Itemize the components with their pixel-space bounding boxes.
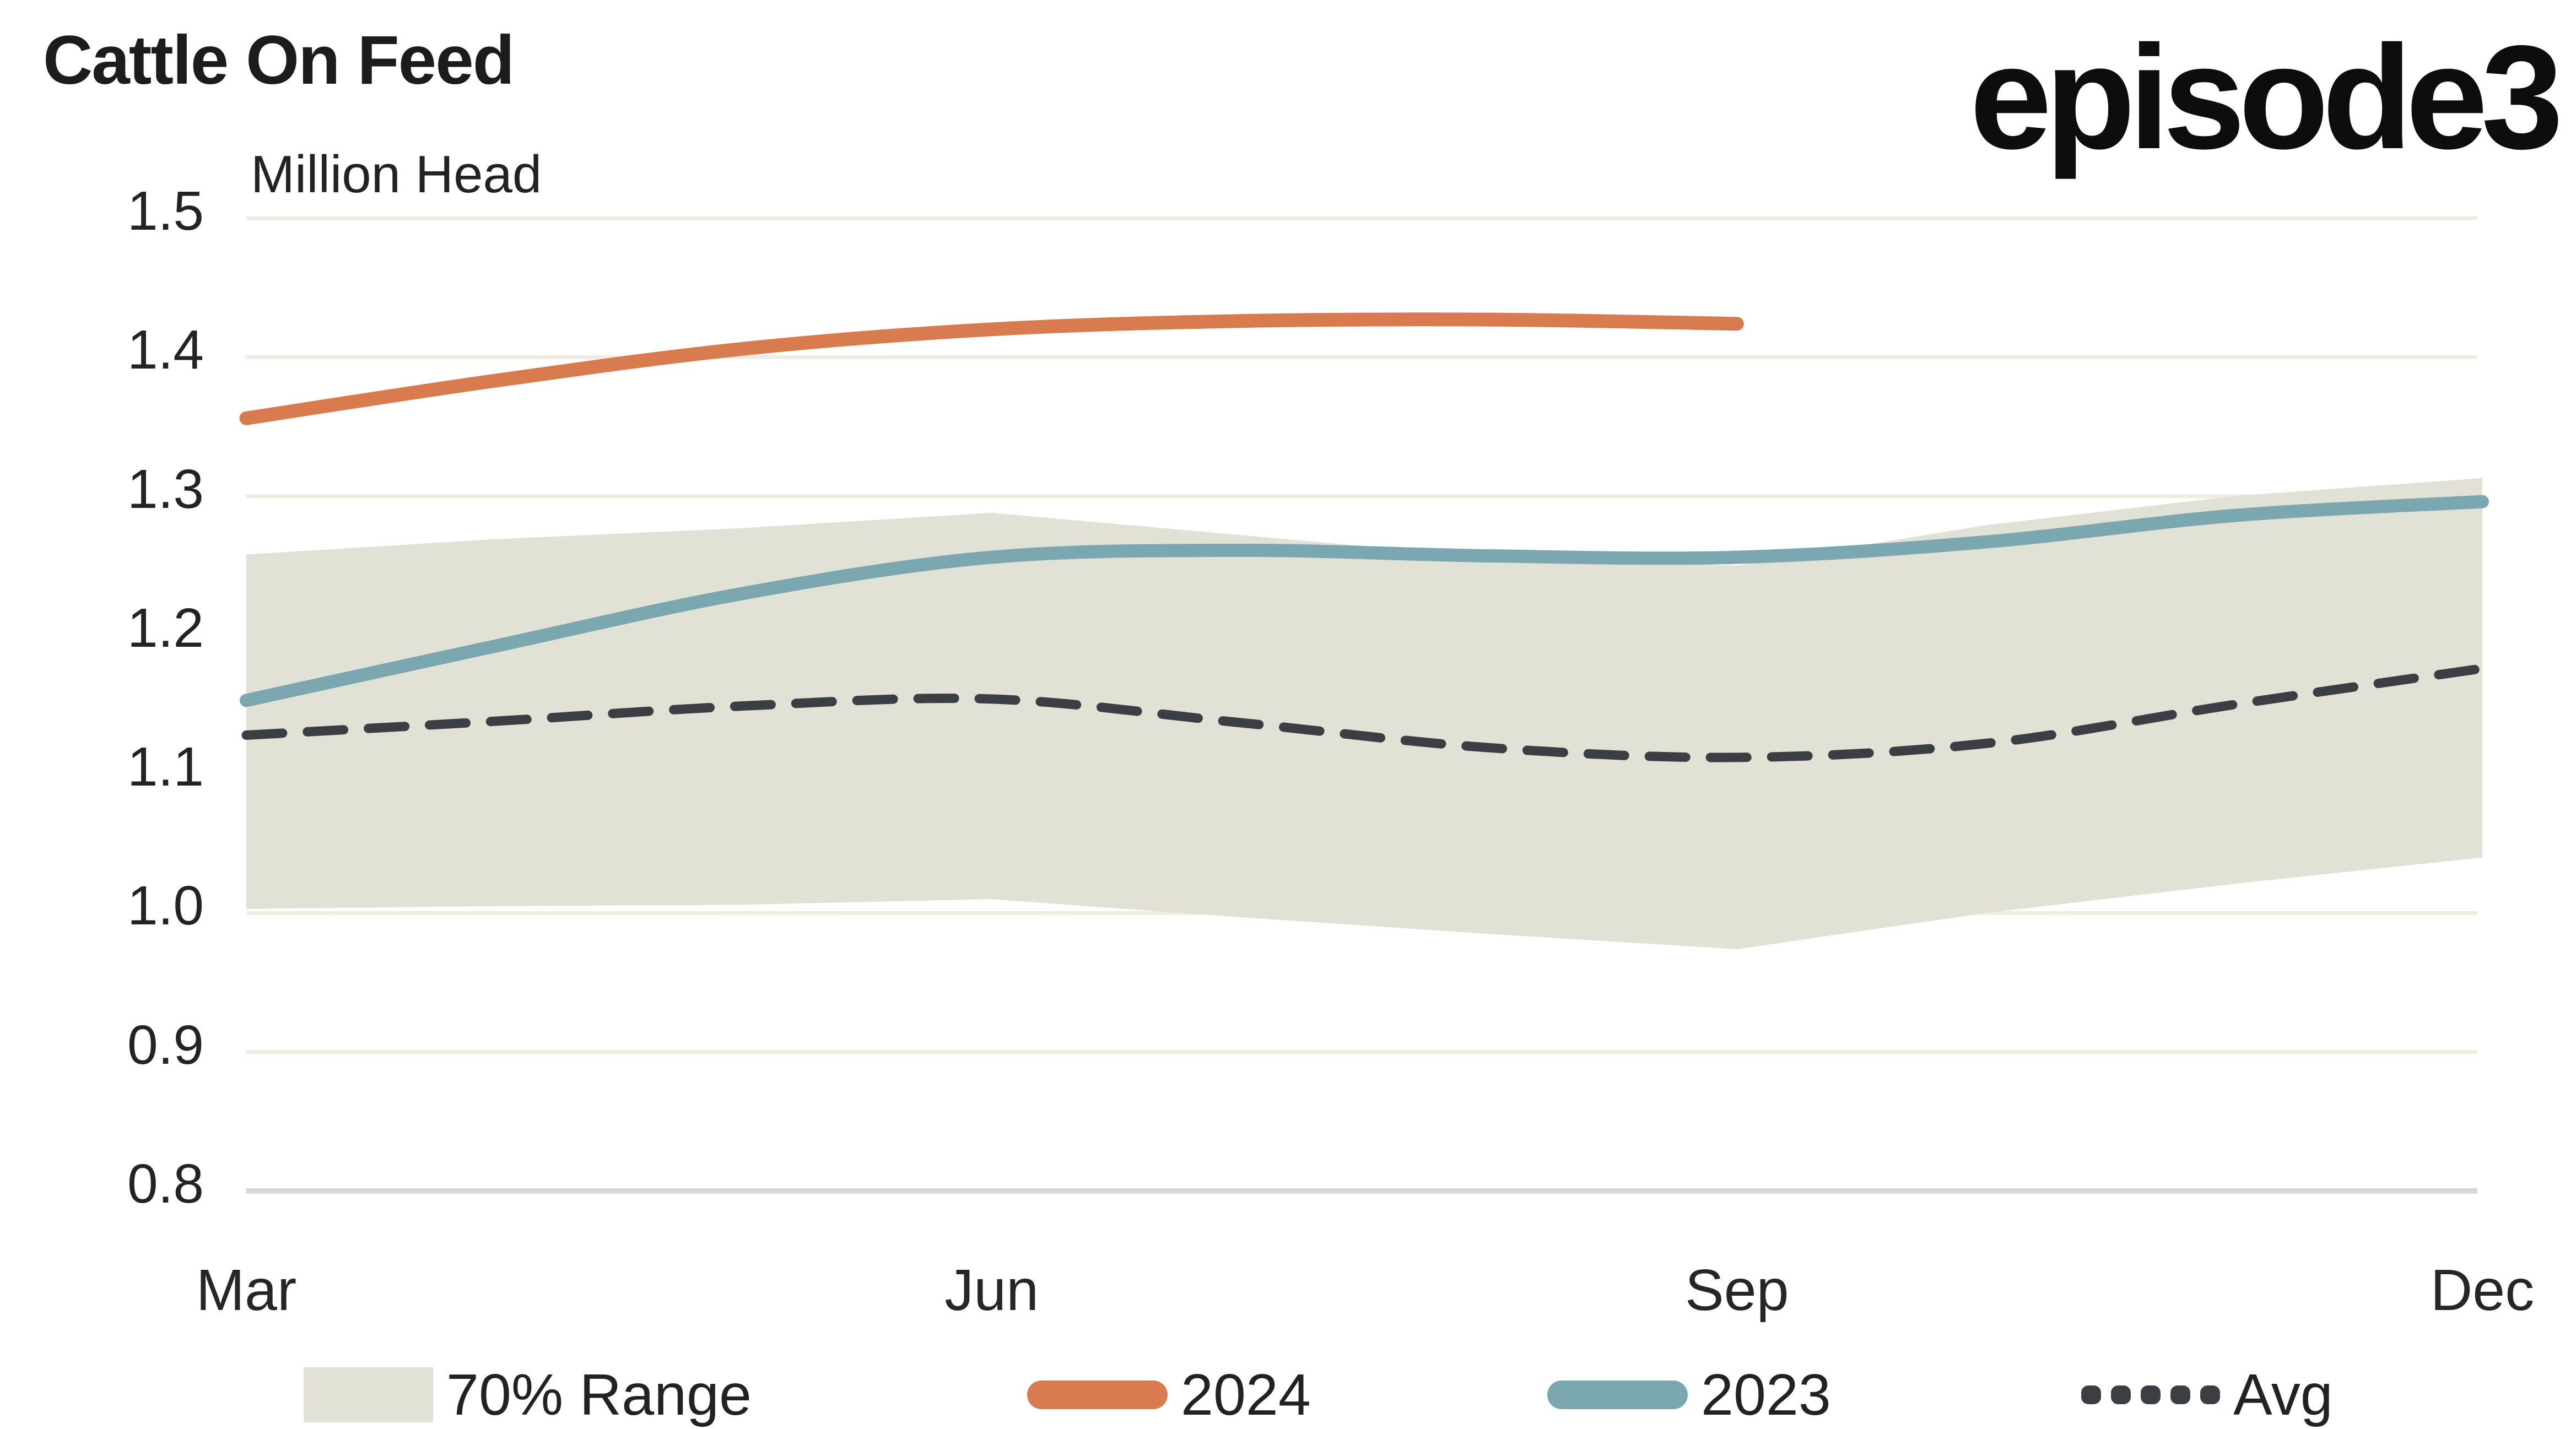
y-tick-label: 1.1 — [127, 736, 204, 798]
y-tick-label: 1.4 — [127, 319, 204, 381]
legend-item-2023: 2023 — [1547, 1351, 1831, 1429]
y-tick-label: 1.5 — [127, 180, 204, 242]
y-tick-label: 1.3 — [127, 458, 204, 520]
avg-dash-swatch — [2081, 1385, 2220, 1404]
y-tick-label: 1.2 — [127, 597, 204, 659]
line-2024 — [239, 312, 1744, 425]
episode3-logo: episode3 — [1969, 14, 2563, 180]
x-tick-label: Dec — [2430, 1258, 2535, 1323]
x-tick-label: Mar — [196, 1258, 297, 1323]
line-2024-swatch — [1027, 1381, 1168, 1409]
legend-label-2023: 2023 — [1701, 1362, 1831, 1427]
legend-item-2024: 2024 — [1027, 1351, 1311, 1429]
legend-item-range: 70% Range — [304, 1351, 752, 1429]
y-tick-label: 0.8 — [127, 1153, 204, 1215]
legend-label-range: 70% Range — [446, 1362, 752, 1427]
line-2023-swatch — [1547, 1381, 1688, 1409]
range-swatch — [304, 1367, 433, 1422]
y-tick-label: 1.0 — [127, 875, 204, 937]
avg-line — [241, 663, 2487, 762]
legend-label-2024: 2024 — [1181, 1362, 1311, 1427]
x-tick-label: Sep — [1685, 1258, 1789, 1323]
line-2023 — [240, 495, 2489, 707]
page-title: Cattle On Feed — [43, 22, 515, 99]
legend-item-avg: Avg — [2081, 1351, 2333, 1429]
legend: 70% Range 2024 2023 Avg — [0, 1351, 2576, 1429]
legend-label-avg: Avg — [2233, 1362, 2333, 1427]
y-axis-unit-label: Million Head — [251, 145, 542, 204]
range-band-area — [246, 478, 2482, 950]
x-tick-label: Jun — [944, 1258, 1039, 1323]
y-tick-label: 0.9 — [127, 1014, 204, 1076]
